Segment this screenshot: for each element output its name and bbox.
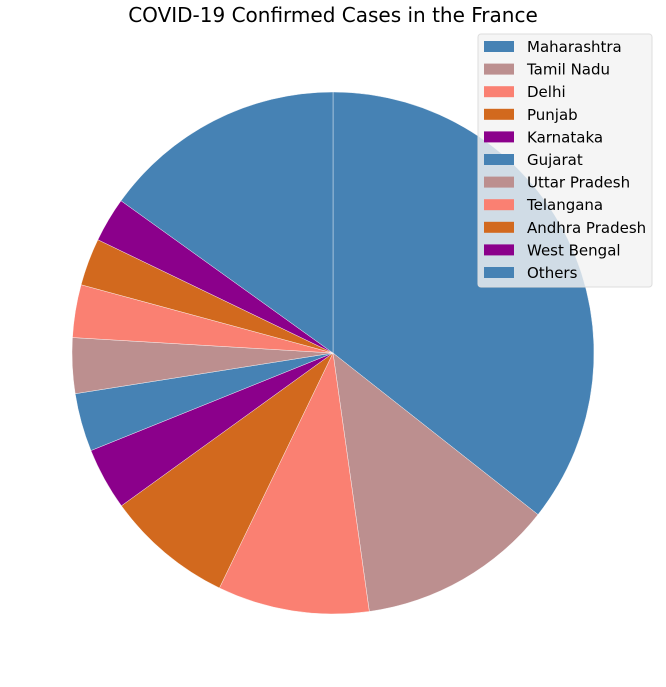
legend-swatch xyxy=(484,63,514,75)
legend-label: Uttar Pradesh xyxy=(527,174,630,192)
legend-swatch xyxy=(484,267,514,278)
legend-swatch xyxy=(484,108,514,120)
legend-swatch xyxy=(484,41,514,52)
pie-slice-punjab xyxy=(121,352,334,589)
legend: Maharashtra Tamil Nadu Delhi Punjab Karnatak… xyxy=(477,33,653,288)
legend-label: Gujarat xyxy=(527,151,583,169)
legend-items: Maharashtra Tamil Nadu Delhi Punjab Karnatak… xyxy=(484,38,646,282)
legend-label: Telangana xyxy=(526,196,603,214)
legend-label: Maharashtra xyxy=(527,38,622,56)
pie-slice-delhi xyxy=(219,352,370,615)
legend-label: Karnataka xyxy=(527,128,603,146)
legend-swatch xyxy=(484,154,514,165)
legend-swatch xyxy=(484,131,514,143)
legend-swatch xyxy=(484,221,514,233)
legend-label: Delhi xyxy=(527,83,566,101)
pie-slice-others xyxy=(120,91,334,354)
legend-swatch xyxy=(484,176,514,188)
legend-label: West Bengal xyxy=(527,241,621,259)
legend-label: Others xyxy=(527,264,578,282)
legend-box xyxy=(477,33,653,288)
legend-swatch xyxy=(484,86,514,98)
legend-label: Punjab xyxy=(527,106,578,124)
legend-swatch xyxy=(484,199,514,211)
legend-swatch xyxy=(484,244,514,256)
chart-title: COVID-19 Confirmed Cases in the France xyxy=(128,3,538,27)
legend-label: Tamil Nadu xyxy=(526,61,610,79)
pie-slices xyxy=(71,91,595,615)
legend-label: Andhra Pradesh xyxy=(527,219,646,237)
pie-slice-tamil-nadu xyxy=(332,352,539,612)
